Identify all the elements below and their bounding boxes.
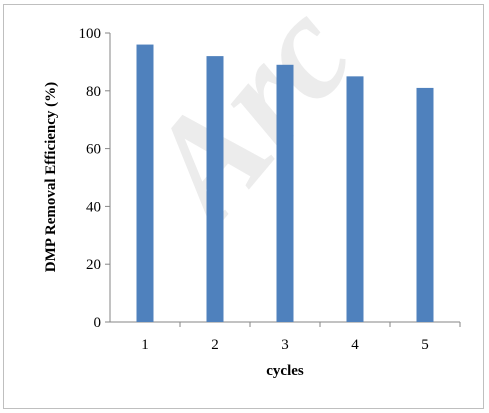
y-tick-label: 80 (86, 84, 101, 100)
y-tick-label: 20 (86, 257, 101, 273)
x-tick-label: 3 (281, 337, 289, 353)
x-tick-label: 4 (351, 337, 359, 353)
bars (136, 44, 434, 323)
y-tick-label: 40 (86, 199, 101, 215)
y-tick-label: 0 (94, 315, 102, 331)
bar-4 (346, 76, 364, 322)
x-tick-label: 1 (141, 337, 149, 353)
x-tick-label: 2 (211, 337, 219, 353)
y-tick-label: 60 (86, 142, 101, 158)
bar-5 (416, 87, 434, 322)
x-axis-title: cycles (266, 363, 304, 379)
bar-1 (136, 44, 154, 323)
y-axis-title: DMP Removal Efficiency (%) (43, 82, 59, 272)
x-tick-label: 5 (421, 337, 429, 353)
y-tick-labels: 0 20 40 60 80 100 (79, 26, 102, 331)
y-tick-label: 100 (79, 26, 102, 42)
chart-frame (3, 4, 484, 409)
bar-3 (276, 64, 294, 322)
bar-2 (206, 56, 224, 323)
x-tick-labels: 1 2 3 4 5 (141, 337, 429, 353)
